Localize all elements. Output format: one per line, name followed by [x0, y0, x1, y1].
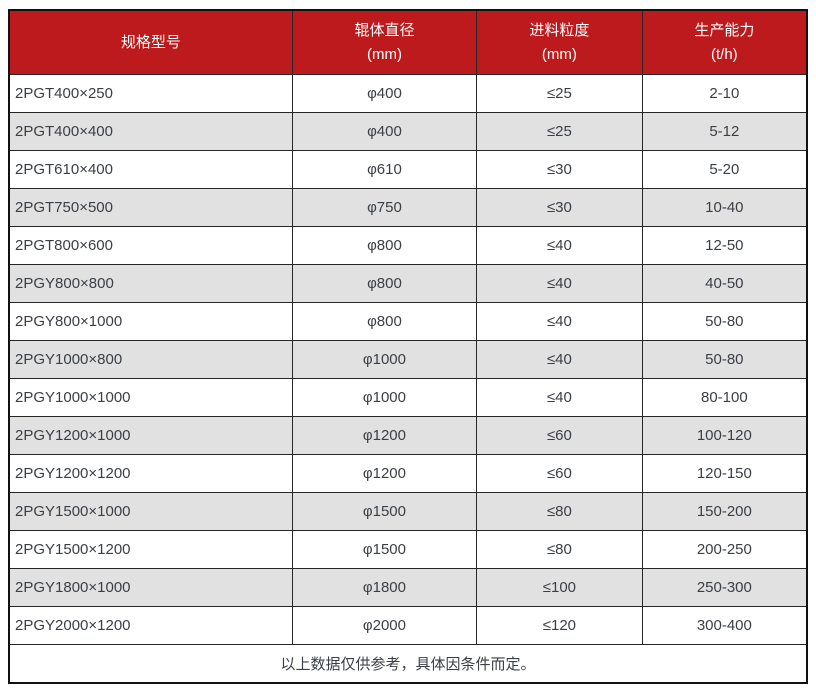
capacity-cell: 100-120 — [641, 415, 808, 455]
table-row: 2PGY1000×1000 φ1000 ≤40 80-100 — [8, 377, 808, 417]
table-row: 2PGT800×600 φ800 ≤40 12-50 — [8, 225, 808, 265]
table-body: 2PGT400×250 φ400 ≤25 2-10 2PGT400×400 φ400 ≤25… — [8, 73, 808, 645]
header-model: 规格型号 — [8, 9, 293, 75]
table-row: 2PGT750×500 φ750 ≤30 10-40 — [8, 187, 808, 227]
roller-diameter-cell: φ1000 — [291, 377, 478, 417]
feed-size-cell: ≤60 — [476, 415, 643, 455]
roller-diameter-cell: φ1200 — [291, 453, 478, 493]
feed-size-cell: ≤30 — [476, 149, 643, 189]
header-capacity-label: 生产能力 — [694, 22, 755, 40]
capacity-cell: 5-12 — [641, 111, 808, 151]
capacity-cell: 10-40 — [641, 187, 808, 227]
feed-size-cell: ≤60 — [476, 453, 643, 493]
header-capacity: 生产能力 (t/h) — [641, 9, 808, 75]
model-cell: 2PGY2000×1200 — [8, 605, 293, 645]
model-cell: 2PGY800×1000 — [8, 301, 293, 341]
roller-diameter-cell: φ400 — [291, 73, 478, 113]
header-feed-size-label: 进料粒度 — [529, 22, 590, 40]
model-cell: 2PGY1200×1000 — [8, 415, 293, 455]
footer-note: 以上数据仅供参考，具体因条件而定。 — [8, 643, 808, 684]
feed-size-cell: ≤40 — [476, 339, 643, 379]
table-header: 规格型号 辊体直径 (mm) 进料粒度 (mm) 生产能力 (t/h) — [8, 9, 808, 75]
table-row: 2PGT400×400 φ400 ≤25 5-12 — [8, 111, 808, 151]
model-cell: 2PGT400×400 — [8, 111, 293, 151]
capacity-cell: 2-10 — [641, 73, 808, 113]
roller-diameter-cell: φ2000 — [291, 605, 478, 645]
capacity-cell: 200-250 — [641, 529, 808, 569]
capacity-cell: 12-50 — [641, 225, 808, 265]
header-feed-size-unit: (mm) — [541, 45, 577, 63]
feed-size-cell: ≤40 — [476, 263, 643, 303]
header-model-label: 规格型号 — [120, 33, 181, 51]
model-cell: 2PGY1000×1000 — [8, 377, 293, 417]
feed-size-cell: ≤40 — [476, 225, 643, 265]
feed-size-cell: ≤40 — [476, 377, 643, 417]
feed-size-cell: ≤120 — [476, 605, 643, 645]
header-capacity-unit: (t/h) — [711, 45, 738, 63]
feed-size-cell: ≤80 — [476, 529, 643, 569]
header-roller-diameter-unit: (mm) — [366, 45, 402, 63]
roller-diameter-cell: φ400 — [291, 111, 478, 151]
footer-row: 以上数据仅供参考，具体因条件而定。 — [8, 643, 808, 684]
capacity-cell: 50-80 — [641, 339, 808, 379]
header-roller-diameter: 辊体直径 (mm) — [291, 9, 478, 75]
capacity-cell: 40-50 — [641, 263, 808, 303]
table-row: 2PGY1500×1000 φ1500 ≤80 150-200 — [8, 491, 808, 531]
table-row: 2PGY800×800 φ800 ≤40 40-50 — [8, 263, 808, 303]
feed-size-cell: ≤25 — [476, 111, 643, 151]
capacity-cell: 300-400 — [641, 605, 808, 645]
table-row: 2PGY1200×1200 φ1200 ≤60 120-150 — [8, 453, 808, 493]
header-roller-diameter-label: 辊体直径 — [354, 22, 415, 40]
spec-table: 规格型号 辊体直径 (mm) 进料粒度 (mm) 生产能力 (t/h) 2PGT… — [8, 9, 808, 684]
roller-diameter-cell: φ800 — [291, 301, 478, 341]
table-row: 2PGY1200×1000 φ1200 ≤60 100-120 — [8, 415, 808, 455]
table-row: 2PGY800×1000 φ800 ≤40 50-80 — [8, 301, 808, 341]
header-row: 规格型号 辊体直径 (mm) 进料粒度 (mm) 生产能力 (t/h) — [8, 9, 808, 75]
roller-diameter-cell: φ800 — [291, 225, 478, 265]
table-row: 2PGY1800×1000 φ1800 ≤100 250-300 — [8, 567, 808, 607]
feed-size-cell: ≤30 — [476, 187, 643, 227]
roller-diameter-cell: φ1800 — [291, 567, 478, 607]
model-cell: 2PGY1000×800 — [8, 339, 293, 379]
table-row: 2PGY1500×1200 φ1500 ≤80 200-250 — [8, 529, 808, 569]
roller-diameter-cell: φ610 — [291, 149, 478, 189]
feed-size-cell: ≤40 — [476, 301, 643, 341]
capacity-cell: 250-300 — [641, 567, 808, 607]
model-cell: 2PGY800×800 — [8, 263, 293, 303]
table-footer: 以上数据仅供参考，具体因条件而定。 — [8, 643, 808, 684]
model-cell: 2PGT800×600 — [8, 225, 293, 265]
feed-size-cell: ≤100 — [476, 567, 643, 607]
roller-diameter-cell: φ1500 — [291, 529, 478, 569]
header-feed-size: 进料粒度 (mm) — [476, 9, 643, 75]
table-row: 2PGY2000×1200 φ2000 ≤120 300-400 — [8, 605, 808, 645]
roller-diameter-cell: φ750 — [291, 187, 478, 227]
capacity-cell: 5-20 — [641, 149, 808, 189]
table-row: 2PGT400×250 φ400 ≤25 2-10 — [8, 73, 808, 113]
model-cell: 2PGY1500×1200 — [8, 529, 293, 569]
roller-diameter-cell: φ1500 — [291, 491, 478, 531]
model-cell: 2PGT610×400 — [8, 149, 293, 189]
roller-diameter-cell: φ1000 — [291, 339, 478, 379]
model-cell: 2PGY1200×1200 — [8, 453, 293, 493]
model-cell: 2PGT750×500 — [8, 187, 293, 227]
model-cell: 2PGT400×250 — [8, 73, 293, 113]
roller-diameter-cell: φ1200 — [291, 415, 478, 455]
model-cell: 2PGY1500×1000 — [8, 491, 293, 531]
capacity-cell: 120-150 — [641, 453, 808, 493]
feed-size-cell: ≤25 — [476, 73, 643, 113]
roller-diameter-cell: φ800 — [291, 263, 478, 303]
table-row: 2PGY1000×800 φ1000 ≤40 50-80 — [8, 339, 808, 379]
capacity-cell: 50-80 — [641, 301, 808, 341]
model-cell: 2PGY1800×1000 — [8, 567, 293, 607]
feed-size-cell: ≤80 — [476, 491, 643, 531]
capacity-cell: 80-100 — [641, 377, 808, 417]
capacity-cell: 150-200 — [641, 491, 808, 531]
table-row: 2PGT610×400 φ610 ≤30 5-20 — [8, 149, 808, 189]
